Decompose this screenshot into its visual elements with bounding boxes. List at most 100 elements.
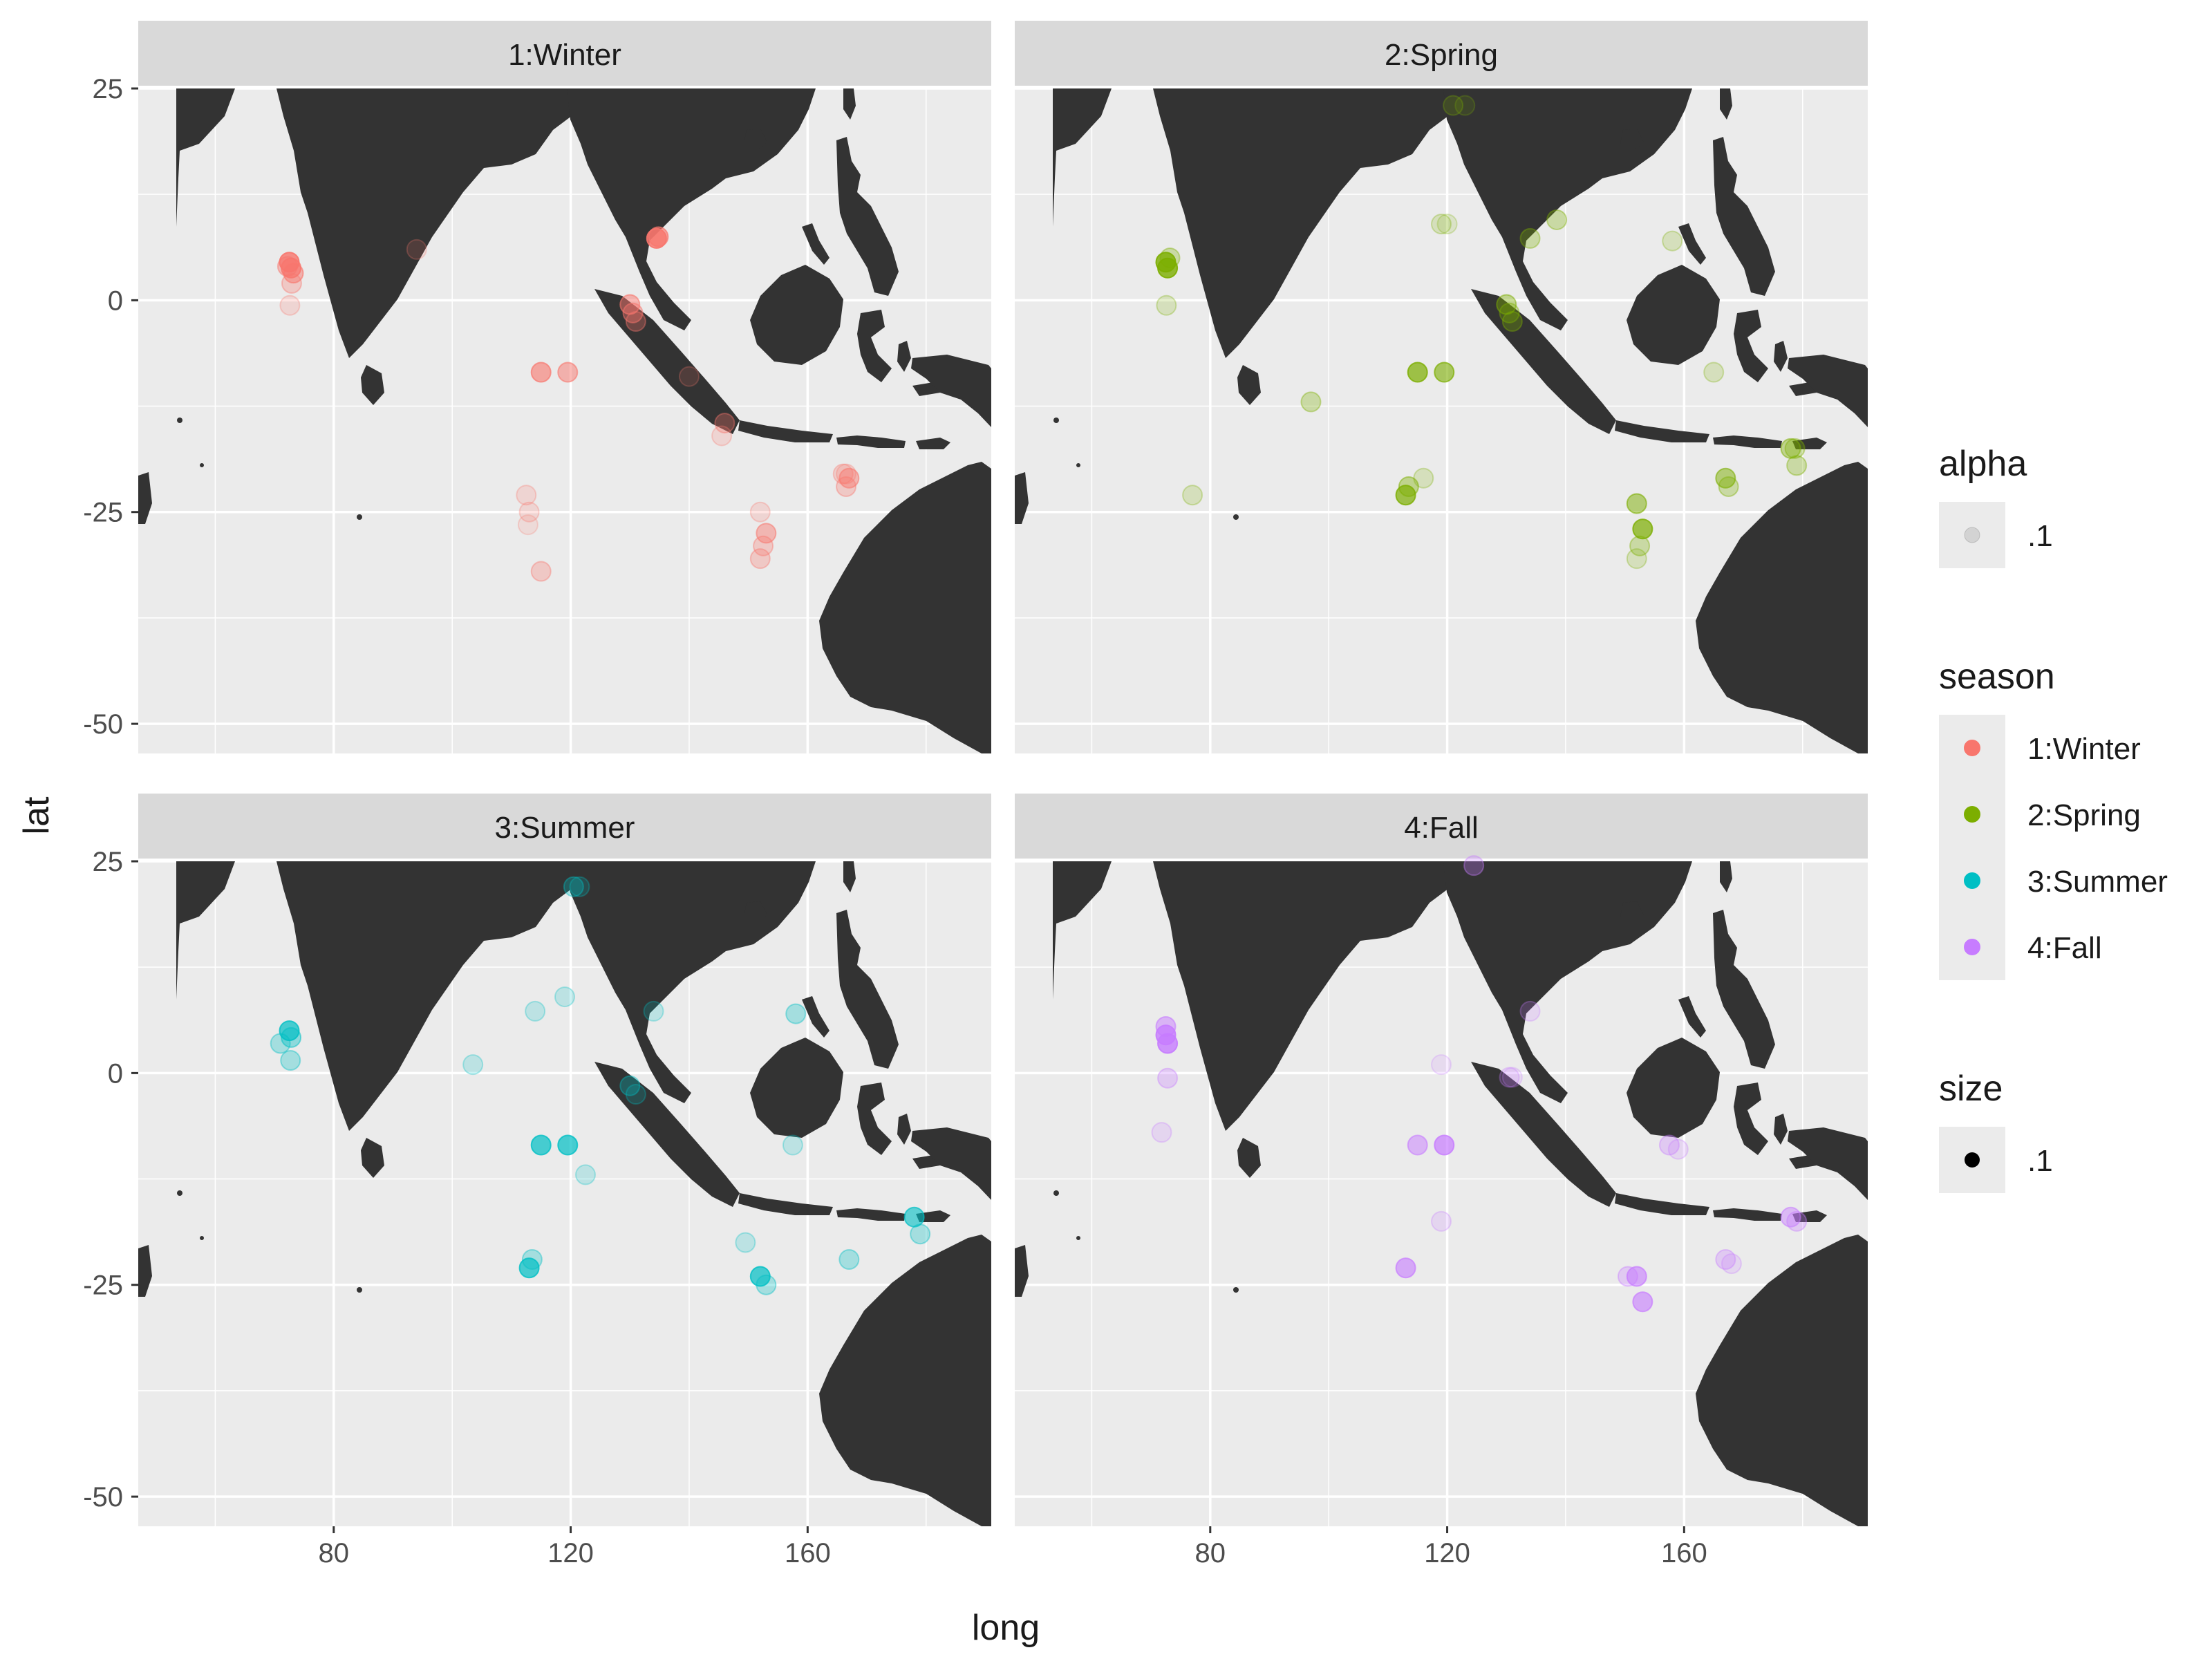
data-point <box>643 1000 664 1022</box>
data-point <box>574 1164 596 1185</box>
data-point <box>557 362 579 383</box>
data-point <box>1157 1067 1179 1089</box>
data-point <box>836 463 857 485</box>
data-point <box>279 1020 300 1042</box>
data-point <box>1155 1015 1177 1037</box>
y-tick-label: 0 <box>108 285 123 316</box>
facet-strip-label: 2:Spring <box>1385 38 1498 72</box>
data-point <box>521 1248 543 1270</box>
legend-key-size <box>1965 1152 1980 1168</box>
legend-title-season: season <box>1939 657 2055 697</box>
data-point <box>1434 362 1455 383</box>
data-point <box>625 311 646 332</box>
data-point <box>619 294 641 315</box>
legend-key-season <box>1964 806 1980 823</box>
data-point <box>281 1027 302 1048</box>
data-point <box>1626 1266 1647 1287</box>
data-point <box>711 425 733 447</box>
data-point <box>1658 1134 1680 1156</box>
data-point <box>1632 1291 1653 1313</box>
legend-label-season: 2:Spring <box>2027 798 2141 832</box>
facet-strip-label: 4:Fall <box>1404 811 1479 845</box>
data-point <box>1626 548 1647 570</box>
legend-label-alpha: .1 <box>2027 519 2053 553</box>
data-point <box>756 523 777 544</box>
y-tick-label: -50 <box>83 1482 123 1512</box>
legend-label-season: 1:Winter <box>2027 732 2141 766</box>
data-point <box>735 1232 756 1253</box>
data-point <box>1395 1257 1416 1279</box>
data-point <box>1499 1067 1520 1088</box>
data-point <box>785 1003 807 1024</box>
data-point <box>622 302 644 324</box>
data-point <box>910 1224 931 1245</box>
y-axis-title: lat <box>17 796 57 834</box>
data-point <box>1159 247 1181 269</box>
x-tick-label: 80 <box>319 1538 350 1568</box>
x-tick-label: 160 <box>785 1538 831 1568</box>
legend: alpha .1 season 1:Winter 2:Spring 3:Summer 4:F… <box>1939 444 2168 1193</box>
data-point <box>406 238 427 260</box>
data-point <box>1398 476 1419 497</box>
data-point <box>1431 214 1452 235</box>
legend-key-season <box>1964 872 1980 889</box>
x-axis-title: long <box>972 1608 1040 1648</box>
data-point <box>563 876 584 897</box>
data-point <box>1431 1054 1452 1076</box>
data-point <box>1463 855 1485 877</box>
facet-strip-label: 1:Winter <box>508 38 621 72</box>
data-point <box>517 514 538 536</box>
x-tick-label: 120 <box>547 1538 594 1568</box>
legend-title-alpha: alpha <box>1939 444 2027 484</box>
data-point <box>1496 294 1517 315</box>
data-point <box>516 485 537 506</box>
y-tick-label: -25 <box>83 498 123 528</box>
data-point <box>270 1033 291 1054</box>
data-point <box>1784 438 1806 459</box>
x-tick-label: 160 <box>1661 1538 1707 1568</box>
data-point <box>782 1134 803 1156</box>
data-point <box>1780 438 1801 459</box>
facet-strip <box>138 21 991 86</box>
legend-key-season <box>1964 740 1980 756</box>
facet-strip <box>138 794 991 859</box>
data-point <box>1519 227 1541 249</box>
x-tick-label: 120 <box>1424 1538 1470 1568</box>
data-point <box>1395 485 1416 506</box>
y-tick-label: -25 <box>83 1271 123 1301</box>
data-point <box>1157 257 1179 279</box>
data-point <box>1786 455 1808 476</box>
facet-strip-label: 3:Summer <box>495 811 635 845</box>
data-point <box>569 876 590 897</box>
data-point <box>749 548 771 570</box>
data-point <box>1617 1266 1638 1287</box>
data-point <box>281 272 302 294</box>
data-point <box>1431 1210 1452 1232</box>
data-point <box>280 1049 301 1071</box>
data-point <box>1443 95 1464 116</box>
data-point <box>1407 362 1428 383</box>
data-point <box>832 463 854 485</box>
data-point <box>1715 467 1736 489</box>
data-point <box>625 1084 646 1105</box>
x-tick-label: 80 <box>1195 1538 1226 1568</box>
data-point <box>903 1206 925 1228</box>
data-point <box>753 535 774 556</box>
data-point <box>1667 1138 1689 1160</box>
data-point <box>756 1274 777 1295</box>
legend-label-size: .1 <box>2027 1144 2053 1178</box>
data-point <box>1718 476 1739 497</box>
data-point <box>838 467 860 489</box>
facet-panel-2: 2:Spring <box>1015 21 1868 753</box>
data-point <box>279 294 301 316</box>
data-point <box>1413 467 1434 489</box>
data-point <box>1703 362 1725 383</box>
legend-key-alpha <box>1964 527 1980 543</box>
facet-strip <box>1015 21 1868 86</box>
data-point <box>1780 1206 1801 1228</box>
data-point <box>749 1266 771 1287</box>
facet-panel-4: 4:Fall 80 120 160 <box>1015 794 1868 1568</box>
facet-panel-3: 3:Summer 25 0 -25 -50 80 120 160 <box>83 794 991 1568</box>
data-point <box>530 362 552 383</box>
data-point <box>648 226 669 247</box>
